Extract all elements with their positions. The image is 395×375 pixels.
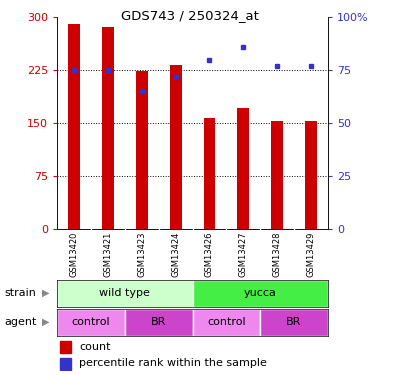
- Bar: [260, 309, 328, 336]
- Bar: [68, 24, 80, 229]
- Text: control: control: [72, 317, 111, 327]
- Text: percentile rank within the sample: percentile rank within the sample: [79, 358, 267, 369]
- Text: GDS743 / 250324_at: GDS743 / 250324_at: [120, 9, 259, 22]
- Text: BR: BR: [286, 317, 302, 327]
- Text: yucca: yucca: [244, 288, 276, 298]
- Text: count: count: [79, 342, 111, 352]
- Text: GSM13423: GSM13423: [137, 231, 146, 277]
- Bar: [271, 121, 283, 229]
- Text: GSM13428: GSM13428: [273, 231, 282, 277]
- Bar: [203, 117, 215, 229]
- Text: ▶: ▶: [42, 317, 49, 327]
- Text: GSM13426: GSM13426: [205, 231, 214, 277]
- Bar: [102, 27, 114, 229]
- Text: GSM13420: GSM13420: [70, 231, 79, 277]
- Bar: [57, 309, 125, 336]
- Text: GSM13424: GSM13424: [171, 231, 180, 277]
- Text: agent: agent: [4, 317, 36, 327]
- Text: strain: strain: [4, 288, 36, 298]
- Bar: [57, 280, 193, 307]
- Bar: [305, 121, 317, 229]
- Bar: [136, 71, 148, 229]
- Text: ▶: ▶: [42, 288, 49, 298]
- Bar: [193, 280, 328, 307]
- Bar: [170, 64, 182, 229]
- Bar: [60, 341, 71, 352]
- Text: BR: BR: [151, 317, 166, 327]
- Text: wild type: wild type: [100, 288, 150, 298]
- Text: GSM13421: GSM13421: [103, 231, 113, 277]
- Bar: [193, 309, 260, 336]
- Text: GSM13429: GSM13429: [307, 231, 316, 277]
- Text: GSM13427: GSM13427: [239, 231, 248, 277]
- Text: control: control: [207, 317, 246, 327]
- Bar: [125, 309, 193, 336]
- Bar: [237, 108, 249, 229]
- Bar: [60, 358, 71, 370]
